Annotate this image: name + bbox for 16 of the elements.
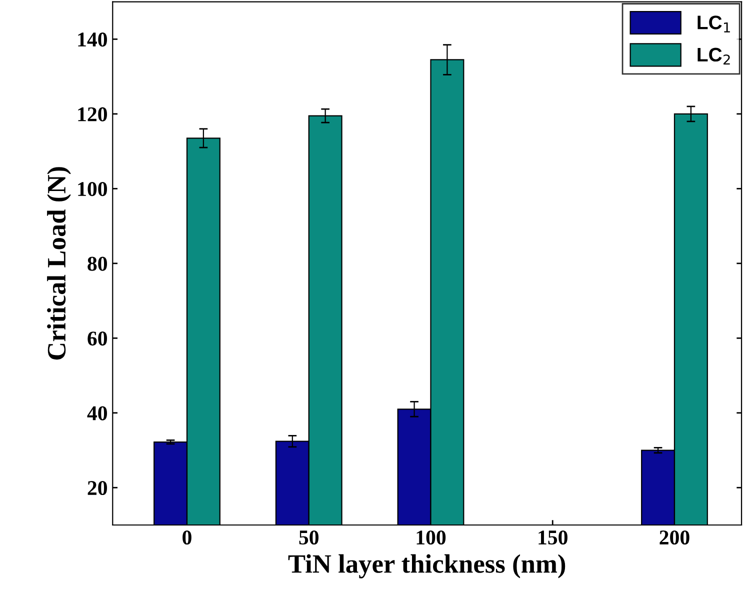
y-tick-label: 60: [88, 332, 107, 346]
y-tick-label: 20: [88, 481, 107, 496]
y-axis-title: Critical Load (N): [47, 167, 71, 360]
legend-label: LC$_{1}$: [698, 16, 730, 32]
y-tick-label: 140: [78, 32, 107, 47]
legend-label: LC$_{2}$: [698, 48, 730, 65]
y-tick-label: 100: [78, 182, 107, 196]
y-tick-label: 40: [87, 406, 107, 420]
x-axis-title: TiN layer thickness (nm): [288, 554, 566, 578]
x-tick-label: 150: [538, 530, 568, 545]
y-tick-label: 120: [78, 107, 107, 122]
x-tick-label: 100: [416, 530, 446, 545]
y-tick-label: 80: [88, 256, 107, 271]
x-tick-label: 200: [660, 530, 690, 545]
x-tick-label: 50: [299, 530, 318, 545]
x-tick-label: 0: [182, 530, 192, 545]
